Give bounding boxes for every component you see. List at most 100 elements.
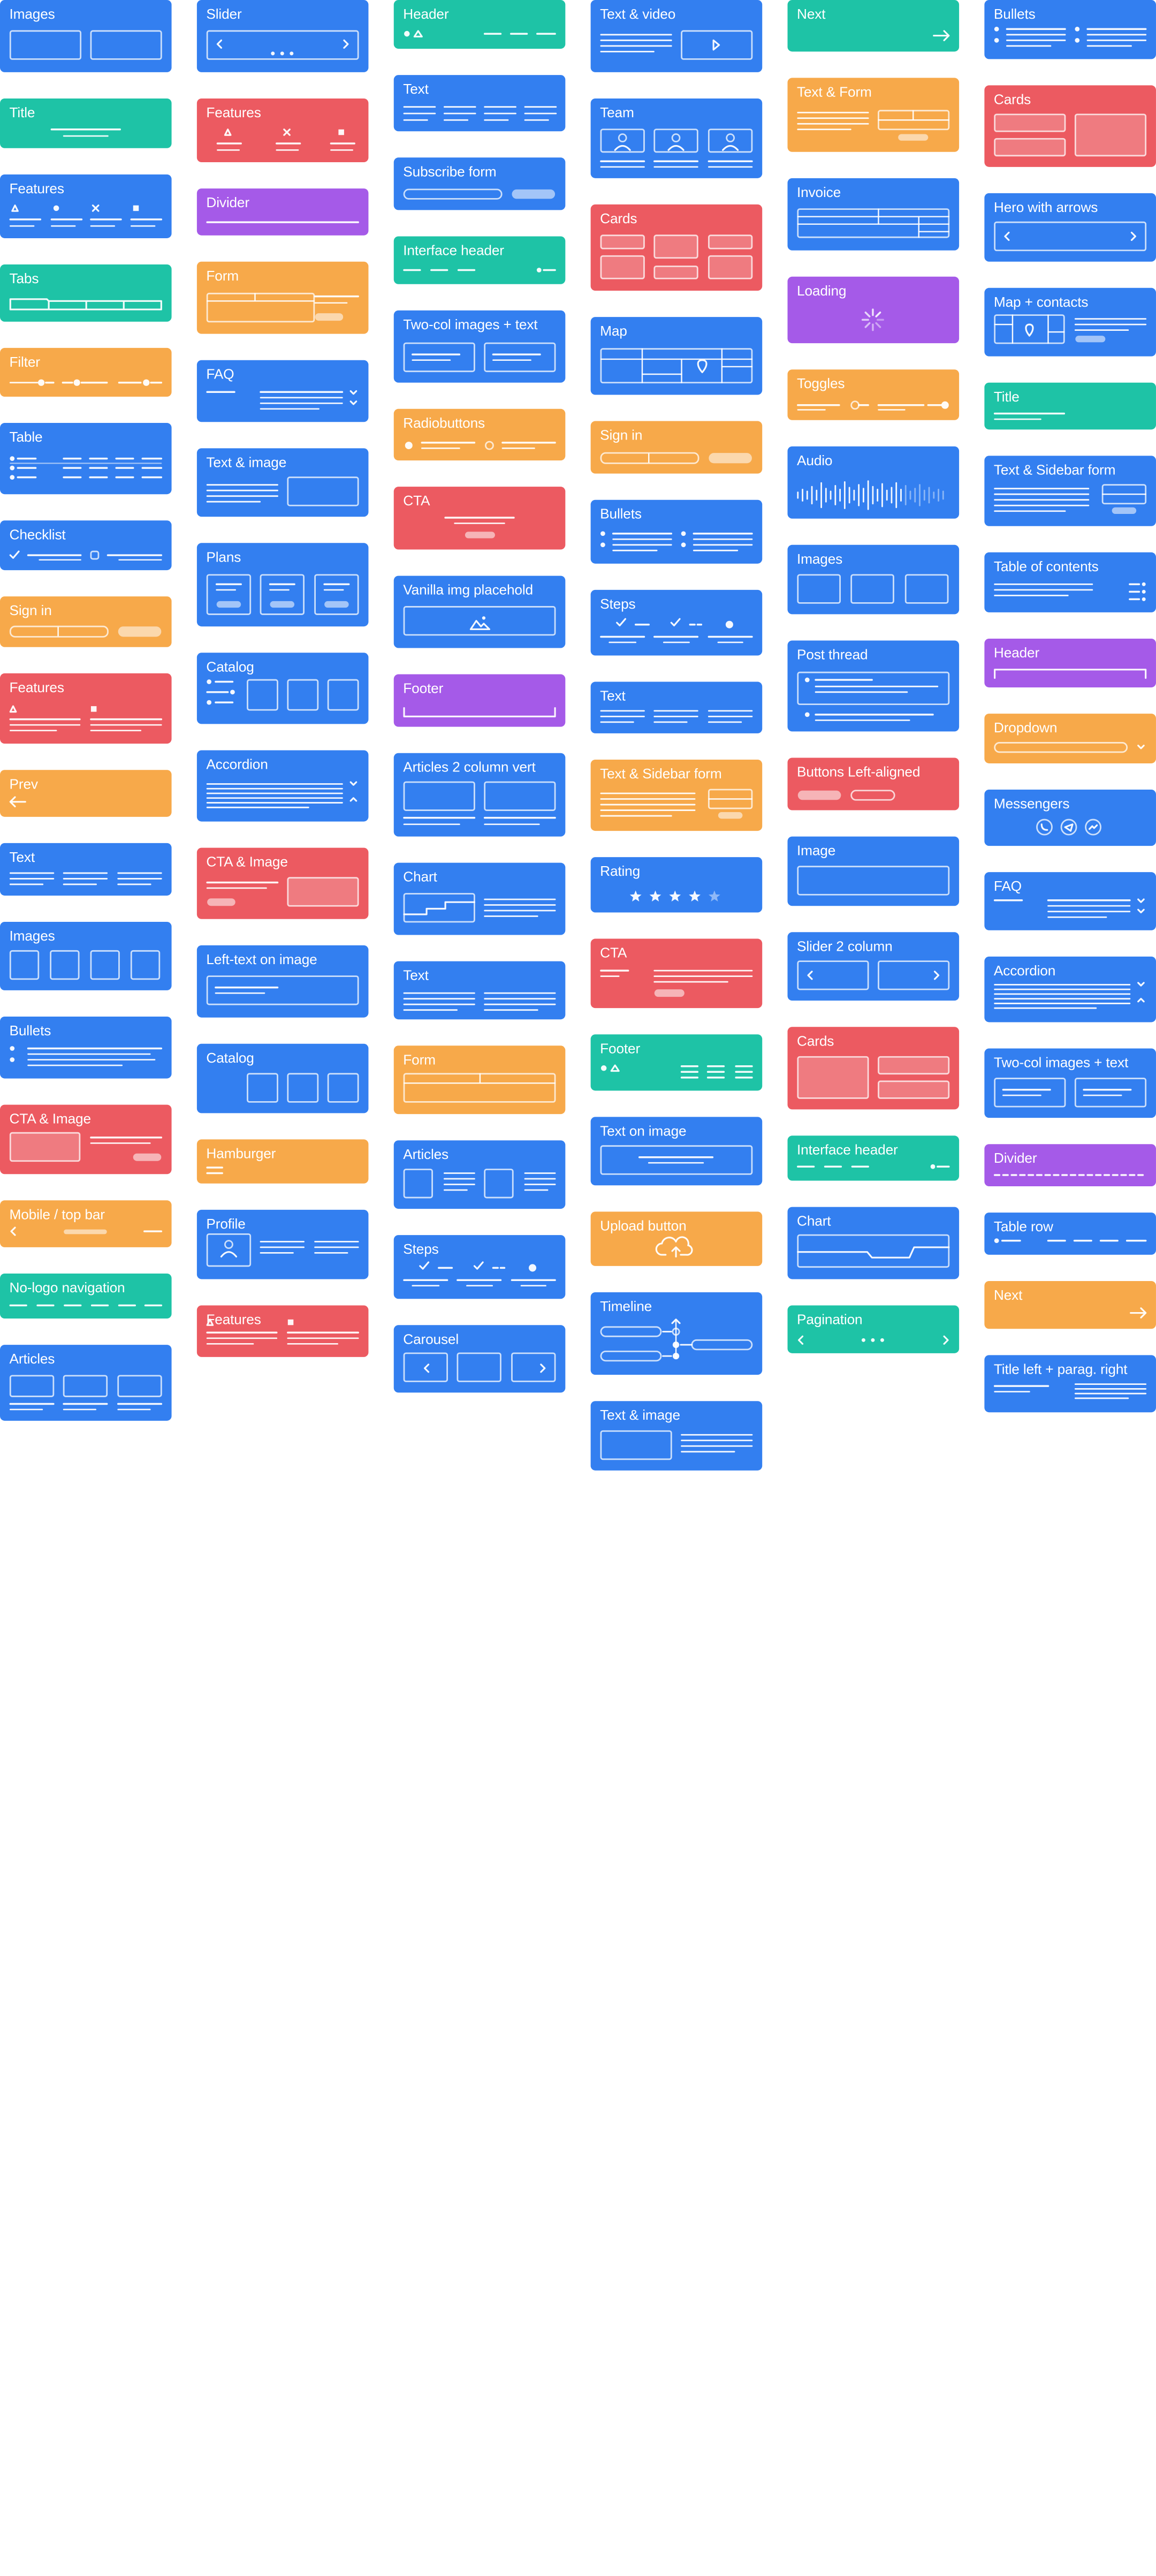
component-card-features[interactable]: Features bbox=[0, 174, 172, 238]
component-card-map-contacts[interactable]: Map + contacts bbox=[984, 287, 1156, 357]
component-card-loading[interactable]: Loading bbox=[787, 276, 960, 344]
component-card-two-col-images-text[interactable]: Two-col images + text bbox=[393, 310, 566, 383]
component-card-audio[interactable]: Audio bbox=[787, 446, 960, 519]
component-card-chart[interactable]: Chart bbox=[787, 1207, 960, 1279]
component-card-images[interactable]: Images bbox=[0, 0, 172, 72]
component-card-text-on-image[interactable]: Text on image bbox=[590, 1117, 763, 1186]
component-card-header[interactable]: Header bbox=[393, 0, 566, 49]
component-card-bullets[interactable]: Bullets bbox=[0, 1016, 172, 1079]
component-card-rating[interactable]: Rating bbox=[590, 857, 763, 913]
component-card-next[interactable]: Next bbox=[984, 1281, 1156, 1329]
component-card-title-left-parag-right[interactable]: Title left + parag. right bbox=[984, 1355, 1156, 1413]
card-label: Text bbox=[9, 850, 35, 866]
component-card-messengers[interactable]: Messengers bbox=[984, 790, 1156, 846]
component-card-interface-header[interactable]: Interface header bbox=[393, 236, 566, 284]
component-card-form[interactable]: Form bbox=[393, 1045, 566, 1115]
component-card-faq[interactable]: FAQ bbox=[984, 872, 1156, 930]
component-card-dropdown[interactable]: Dropdown bbox=[984, 714, 1156, 763]
component-card-pagination[interactable]: Pagination bbox=[787, 1305, 960, 1353]
component-card-hero-with-arrows[interactable]: Hero with arrows bbox=[984, 193, 1156, 262]
component-card-slider[interactable]: Slider bbox=[196, 0, 369, 72]
component-card-cta-image[interactable]: CTA & Image bbox=[196, 847, 369, 919]
component-card-tabs[interactable]: Tabs bbox=[0, 264, 172, 322]
component-card-faq[interactable]: FAQ bbox=[196, 360, 369, 422]
component-card-buttons-left-aligned[interactable]: Buttons Left-aligned bbox=[787, 757, 960, 810]
component-card-profile[interactable]: Profile bbox=[196, 1209, 369, 1279]
component-card-catalog[interactable]: Catalog bbox=[196, 1043, 369, 1113]
component-card-hamburger[interactable]: Hamburger bbox=[196, 1139, 369, 1184]
component-card-cta[interactable]: CTA bbox=[590, 938, 763, 1009]
component-card-articles-2-column-vert[interactable]: Articles 2 column vert bbox=[393, 753, 566, 837]
component-card-images[interactable]: Images bbox=[0, 922, 172, 990]
component-card-image[interactable]: Image bbox=[787, 836, 960, 906]
component-card-bullets[interactable]: Bullets bbox=[984, 0, 1156, 59]
component-card-table-of-contents[interactable]: Table of contents bbox=[984, 552, 1156, 612]
component-card-articles[interactable]: Articles bbox=[0, 1345, 172, 1421]
component-card-carousel[interactable]: Carousel bbox=[393, 1325, 566, 1393]
component-card-images[interactable]: Images bbox=[787, 544, 960, 615]
component-card-chart[interactable]: Chart bbox=[393, 862, 566, 935]
component-card-invoice[interactable]: Invoice bbox=[787, 178, 960, 251]
component-card-divider[interactable]: Divider bbox=[984, 1144, 1156, 1187]
component-card-footer[interactable]: Footer bbox=[590, 1034, 763, 1091]
component-card-features[interactable]: Features bbox=[196, 98, 369, 163]
component-card-features[interactable]: Features bbox=[0, 673, 172, 744]
component-card-sign-in[interactable]: Sign in bbox=[590, 421, 763, 474]
component-card-radiobuttons[interactable]: Radiobuttons bbox=[393, 408, 566, 461]
component-card-cards[interactable]: Cards bbox=[787, 1027, 960, 1110]
component-card-no-logo-navigation[interactable]: No-logo navigation bbox=[0, 1273, 172, 1319]
component-card-table[interactable]: Table bbox=[0, 423, 172, 495]
component-card-steps[interactable]: Steps bbox=[393, 1235, 566, 1299]
component-card-next[interactable]: Next bbox=[787, 0, 960, 52]
component-card-bullets[interactable]: Bullets bbox=[590, 499, 763, 564]
component-card-two-col-images-text[interactable]: Two-col images + text bbox=[984, 1048, 1156, 1118]
component-card-plans[interactable]: Plans bbox=[196, 543, 369, 627]
component-card-filter[interactable]: Filter bbox=[0, 347, 172, 397]
component-card-prev[interactable]: Prev bbox=[0, 770, 172, 817]
component-card-footer[interactable]: Footer bbox=[393, 674, 566, 727]
component-card-text[interactable]: Text bbox=[590, 681, 763, 733]
component-card-accordion[interactable]: Accordion bbox=[196, 750, 369, 822]
component-card-text[interactable]: Text bbox=[0, 843, 172, 896]
component-card-mobile-top-bar[interactable]: Mobile / top bar bbox=[0, 1200, 172, 1247]
component-card-text[interactable]: Text bbox=[393, 961, 566, 1020]
component-card-title[interactable]: Title bbox=[984, 382, 1156, 430]
faq-icon bbox=[206, 390, 358, 410]
component-card-timeline[interactable]: Timeline bbox=[590, 1292, 763, 1375]
component-card-form[interactable]: Form bbox=[196, 261, 369, 334]
component-card-left-text-on-image[interactable]: Left-text on image bbox=[196, 945, 369, 1018]
component-card-articles[interactable]: Articles bbox=[393, 1140, 566, 1209]
component-card-map[interactable]: Map bbox=[590, 317, 763, 395]
component-card-text-image[interactable]: Text & image bbox=[196, 448, 369, 517]
component-card-title[interactable]: Title bbox=[0, 98, 172, 148]
component-card-cards[interactable]: Cards bbox=[590, 204, 763, 291]
component-card-accordion[interactable]: Accordion bbox=[984, 956, 1156, 1022]
component-card-interface-header[interactable]: Interface header bbox=[787, 1135, 960, 1181]
component-card-text-sidebar-form[interactable]: Text & Sidebar form bbox=[590, 759, 763, 831]
component-card-toggles[interactable]: Toggles bbox=[787, 369, 960, 420]
component-card-steps[interactable]: Steps bbox=[590, 589, 763, 656]
component-card-header[interactable]: Header bbox=[984, 638, 1156, 688]
component-card-team[interactable]: Team bbox=[590, 98, 763, 178]
component-card-sign-in[interactable]: Sign in bbox=[0, 596, 172, 647]
component-card-cards[interactable]: Cards bbox=[984, 85, 1156, 167]
component-card-table-row[interactable]: Table row bbox=[984, 1213, 1156, 1255]
component-card-subscribe-form[interactable]: Subscribe form bbox=[393, 157, 566, 210]
component-card-post-thread[interactable]: Post thread bbox=[787, 640, 960, 732]
component-card-vanilla-img-placehold[interactable]: Vanilla img placehold bbox=[393, 575, 566, 648]
component-card-text-image[interactable]: Text & image bbox=[590, 1401, 763, 1471]
component-card-slider-2-column[interactable]: Slider 2 column bbox=[787, 932, 960, 1001]
title-left-parag-icon bbox=[993, 1383, 1147, 1399]
component-card-cta-image[interactable]: CTA & Image bbox=[0, 1104, 172, 1175]
component-card-upload-button[interactable]: Upload button bbox=[590, 1211, 763, 1266]
component-card-text-video[interactable]: Text & video bbox=[590, 0, 763, 72]
component-card-cta[interactable]: CTA bbox=[393, 487, 566, 550]
component-card-catalog[interactable]: Catalog bbox=[196, 653, 369, 724]
component-card-text-sidebar-form[interactable]: Text & Sidebar form bbox=[984, 456, 1156, 526]
component-card-text-form[interactable]: Text & Form bbox=[787, 78, 960, 152]
card-label: Accordion bbox=[993, 963, 1056, 979]
component-card-features[interactable]: Features bbox=[196, 1305, 369, 1357]
component-card-checklist[interactable]: Checklist bbox=[0, 520, 172, 571]
component-card-divider[interactable]: Divider bbox=[196, 188, 369, 236]
component-card-text[interactable]: Text bbox=[393, 75, 566, 132]
